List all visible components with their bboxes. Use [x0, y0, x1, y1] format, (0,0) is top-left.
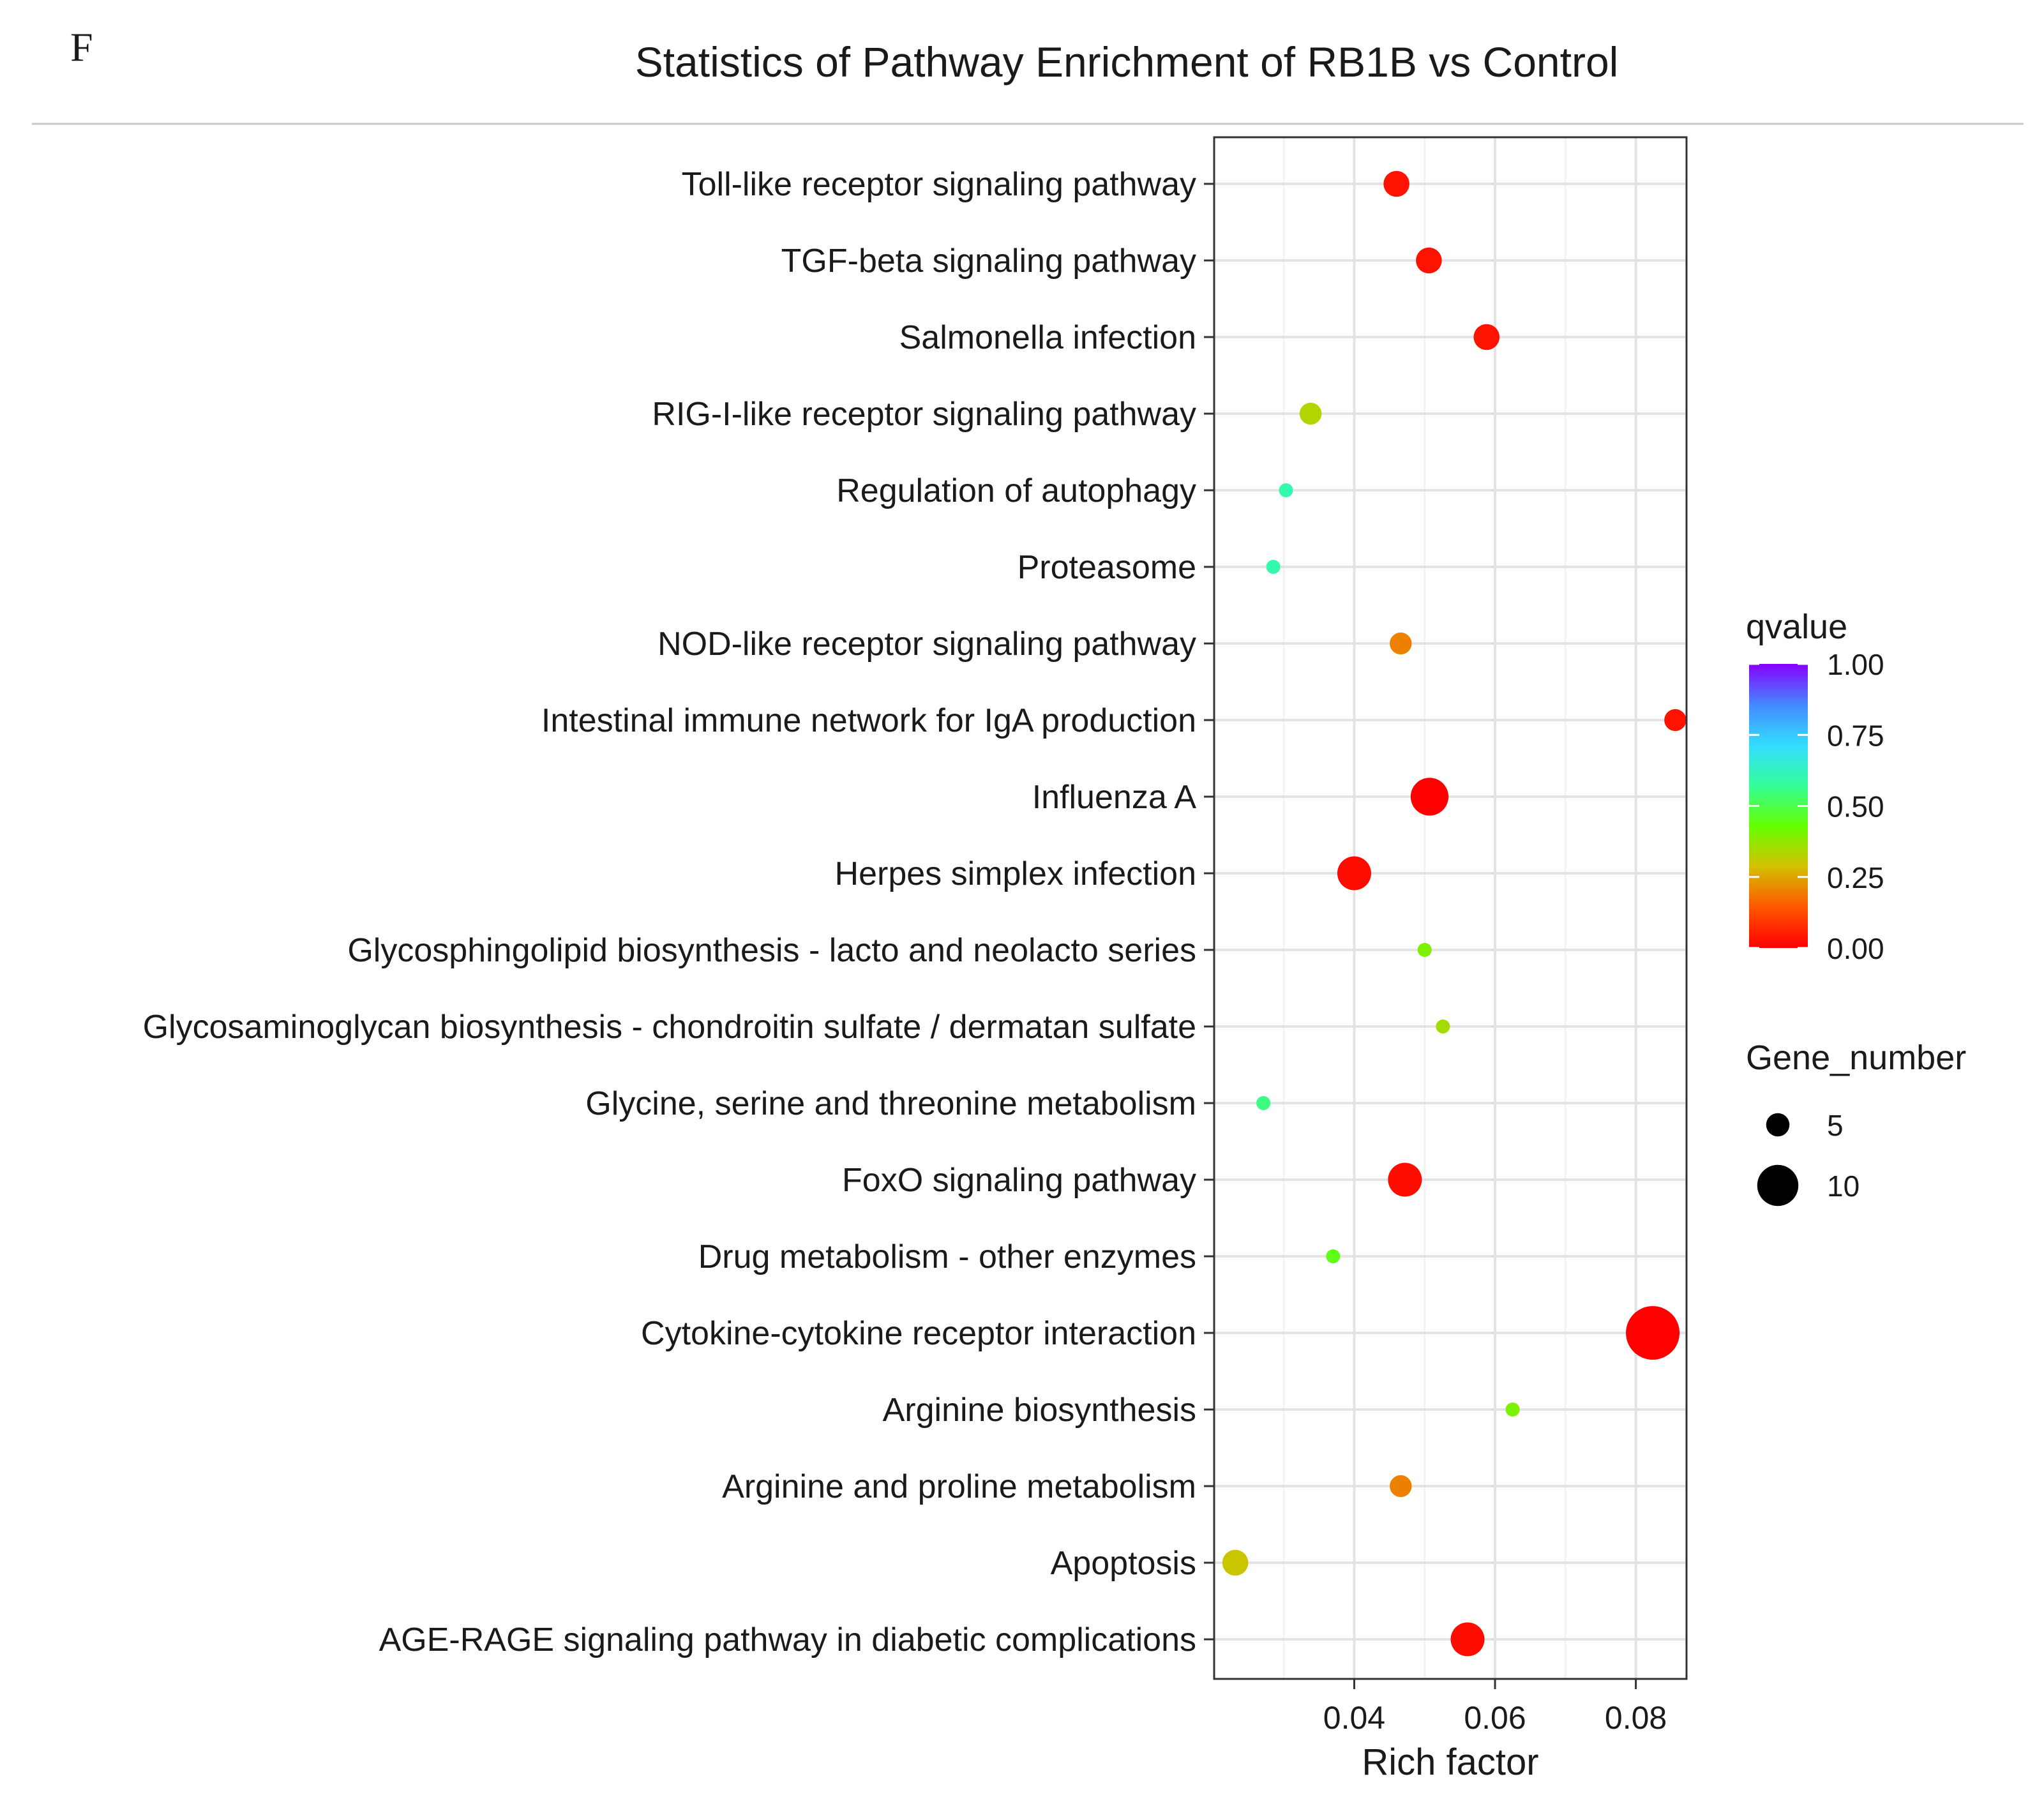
data-point: [1383, 170, 1409, 197]
data-point: [1266, 560, 1281, 574]
data-point: [1664, 709, 1687, 732]
data-point: [1410, 778, 1449, 816]
data-point: [1222, 1549, 1249, 1576]
data-point: [1505, 1402, 1520, 1417]
y-tick-label: Glycosphingolipid biosynthesis - lacto a…: [347, 932, 1196, 969]
colorbar-tick-label: 0.00: [1827, 932, 1884, 965]
plot-border: [1213, 136, 1688, 1680]
data-point: [1450, 1622, 1485, 1657]
x-tick-label: 0.04: [1323, 1700, 1385, 1736]
data-point: [1279, 483, 1293, 497]
y-tick-label: Cytokine-cytokine receptor interaction: [641, 1315, 1196, 1352]
panel-letter: F: [70, 24, 93, 70]
gene-number-legend-dot: [1757, 1164, 1799, 1207]
y-tick-label: Glycosaminoglycan biosynthesis - chondro…: [143, 1009, 1196, 1046]
y-tick-label: Salmonella infection: [899, 319, 1196, 356]
data-point: [1436, 1019, 1450, 1034]
gene-number-legend-keys: 5 10: [1757, 1109, 1860, 1207]
qvalue-legend: qvalue 1.00 0.75 0.50 0.25 0.00: [1746, 608, 1884, 965]
plot-panel: [1214, 137, 1687, 1679]
data-point: [1388, 1162, 1422, 1197]
x-tick-label: 0.08: [1605, 1700, 1667, 1736]
data-point: [1256, 1096, 1271, 1110]
y-tick-label: Intestinal immune network for IgA produc…: [541, 702, 1196, 739]
colorbar-tick-label: 0.75: [1827, 719, 1884, 752]
y-tick-label: Glycine, serine and threonine metabolism: [585, 1085, 1196, 1122]
y-tick-label: RIG-I-like receptor signaling pathway: [652, 396, 1196, 433]
y-tick-label: Regulation of autophagy: [836, 472, 1196, 509]
data-point: [1299, 402, 1322, 425]
y-tick-label: Apoptosis: [1051, 1545, 1196, 1582]
x-tick-label: 0.06: [1464, 1700, 1526, 1736]
data-point: [1337, 856, 1371, 891]
y-tick-label: Drug metabolism - other enzymes: [698, 1238, 1196, 1275]
data-point: [1416, 247, 1442, 274]
x-axis-label: Rich factor: [1362, 1741, 1538, 1783]
gene-number-legend-dot: [1766, 1113, 1790, 1137]
gene-number-legend-title: Gene_number: [1746, 1039, 1966, 1077]
y-tick-label: AGE-RAGE signaling pathway in diabetic c…: [379, 1621, 1196, 1658]
gene-number-legend-label: 10: [1827, 1169, 1860, 1203]
data-point: [1326, 1249, 1341, 1263]
chart-title: Statistics of Pathway Enrichment of RB1B…: [635, 38, 1619, 86]
y-tick-label: FoxO signaling pathway: [842, 1162, 1196, 1199]
y-tick-label: Influenza A: [1032, 779, 1197, 816]
y-tick-label: NOD-like receptor signaling pathway: [658, 626, 1196, 663]
y-tick-label: Herpes simplex infection: [835, 855, 1196, 892]
y-axis: Toll-like receptor signaling pathway TGF-…: [143, 166, 1214, 1658]
y-tick-label: Arginine and proline metabolism: [722, 1468, 1196, 1505]
y-tick-label: TGF-beta signaling pathway: [781, 243, 1196, 280]
data-point: [1626, 1306, 1680, 1360]
data-points: [1222, 170, 1687, 1657]
data-point: [1390, 632, 1412, 655]
colorbar-tick-label: 0.25: [1827, 861, 1884, 894]
y-tick-label: Proteasome: [1018, 549, 1196, 586]
data-point: [1473, 324, 1500, 350]
x-axis: 0.04 0.06 0.08: [1323, 1679, 1667, 1736]
y-tick-label: Toll-like receptor signaling pathway: [682, 166, 1196, 203]
data-point: [1417, 943, 1432, 957]
gene-number-legend: Gene_number 5 10: [1746, 1039, 1966, 1207]
data-point: [1390, 1475, 1412, 1498]
y-tick-label: Arginine biosynthesis: [883, 1392, 1196, 1429]
colorbar-tick-label: 0.50: [1827, 790, 1884, 823]
colorbar-tick-label: 1.00: [1827, 648, 1884, 681]
gene-number-legend-label: 5: [1827, 1109, 1844, 1142]
qvalue-colorbar-ticks: 1.00 0.75 0.50 0.25 0.00: [1749, 648, 1884, 965]
qvalue-legend-title: qvalue: [1746, 608, 1847, 646]
